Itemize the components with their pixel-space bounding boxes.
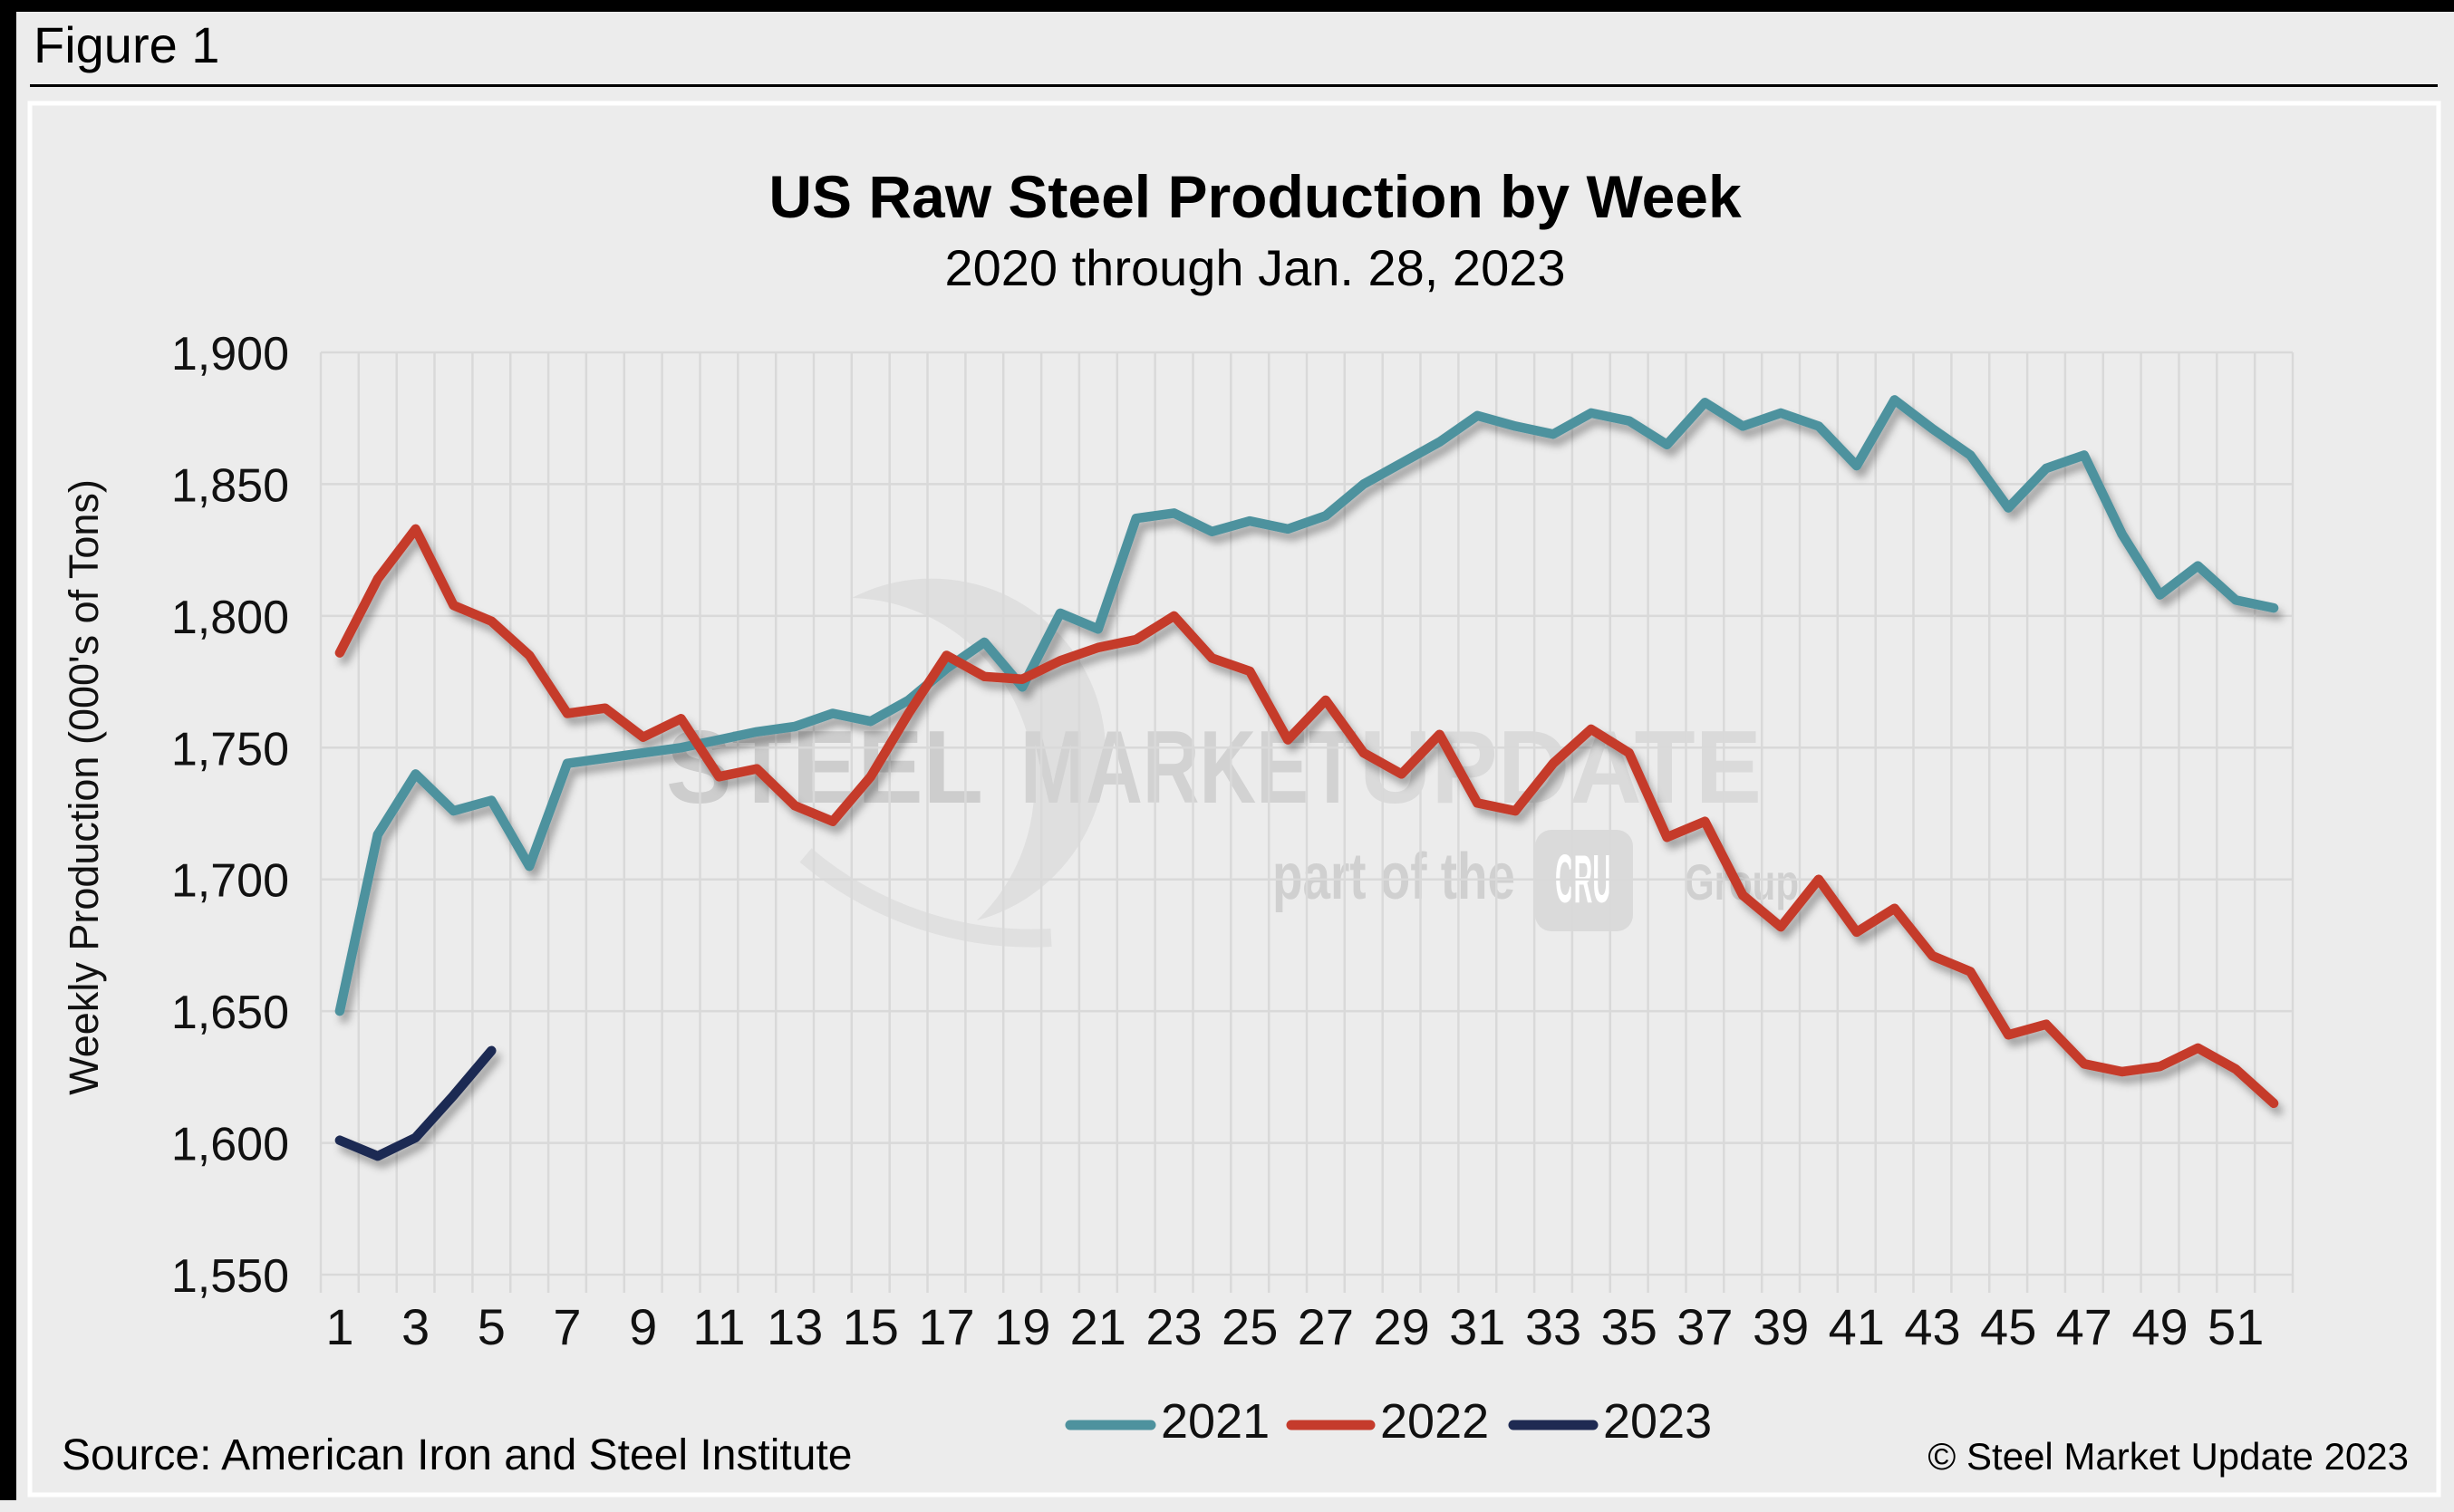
svg-text:1,800: 1,800 [171, 592, 289, 644]
svg-text:Figure 1: Figure 1 [34, 16, 219, 73]
svg-text:29: 29 [1373, 1298, 1429, 1355]
svg-text:1,650: 1,650 [171, 987, 289, 1039]
svg-text:13: 13 [767, 1298, 823, 1355]
svg-text:27: 27 [1298, 1298, 1354, 1355]
svg-text:19: 19 [994, 1298, 1050, 1355]
svg-text:1,750: 1,750 [171, 723, 289, 775]
svg-text:21: 21 [1070, 1298, 1126, 1355]
svg-text:51: 51 [2208, 1298, 2264, 1355]
svg-text:3: 3 [401, 1298, 430, 1355]
svg-text:2022: 2022 [1380, 1394, 1489, 1449]
svg-text:45: 45 [1980, 1298, 2036, 1355]
svg-text:49: 49 [2131, 1298, 2188, 1355]
svg-text:1: 1 [325, 1298, 353, 1355]
svg-text:35: 35 [1601, 1298, 1657, 1355]
svg-text:UPDATE: UPDATE [1359, 710, 1762, 825]
svg-text:1,900: 1,900 [171, 328, 289, 380]
svg-text:STEEL: STEEL [666, 710, 983, 825]
svg-text:17: 17 [918, 1298, 974, 1355]
svg-text:© Steel Market Update 2023: © Steel Market Update 2023 [1927, 1435, 2409, 1478]
svg-text:9: 9 [629, 1298, 657, 1355]
svg-text:41: 41 [1829, 1298, 1885, 1355]
svg-text:39: 39 [1753, 1298, 1809, 1355]
svg-text:11: 11 [692, 1298, 745, 1355]
svg-text:1,850: 1,850 [171, 459, 289, 512]
svg-text:2021: 2021 [1161, 1394, 1270, 1449]
svg-text:1,550: 1,550 [171, 1250, 289, 1303]
svg-text:Source: American Iron and Stee: Source: American Iron and Steel Institut… [62, 1431, 852, 1479]
svg-text:US Raw Steel Production by Wee: US Raw Steel Production by Week [768, 163, 1742, 230]
svg-text:part of the: part of the [1272, 841, 1515, 913]
svg-text:23: 23 [1145, 1298, 1202, 1355]
svg-text:7: 7 [553, 1298, 581, 1355]
svg-text:Group: Group [1685, 853, 1799, 910]
svg-text:1,600: 1,600 [171, 1119, 289, 1171]
svg-text:43: 43 [1904, 1298, 1960, 1355]
svg-text:33: 33 [1525, 1298, 1581, 1355]
svg-text:2020 through Jan. 28, 2023: 2020 through Jan. 28, 2023 [944, 239, 1565, 296]
svg-text:15: 15 [843, 1298, 899, 1355]
svg-text:2023: 2023 [1603, 1394, 1712, 1449]
svg-text:47: 47 [2056, 1298, 2112, 1355]
svg-text:25: 25 [1222, 1298, 1278, 1355]
svg-text:1,700: 1,700 [171, 855, 289, 908]
svg-text:5: 5 [478, 1298, 506, 1355]
svg-text:31: 31 [1449, 1298, 1505, 1355]
svg-text:Weekly Production (000's of To: Weekly Production (000's of Tons) [61, 479, 107, 1095]
svg-text:37: 37 [1676, 1298, 1733, 1355]
